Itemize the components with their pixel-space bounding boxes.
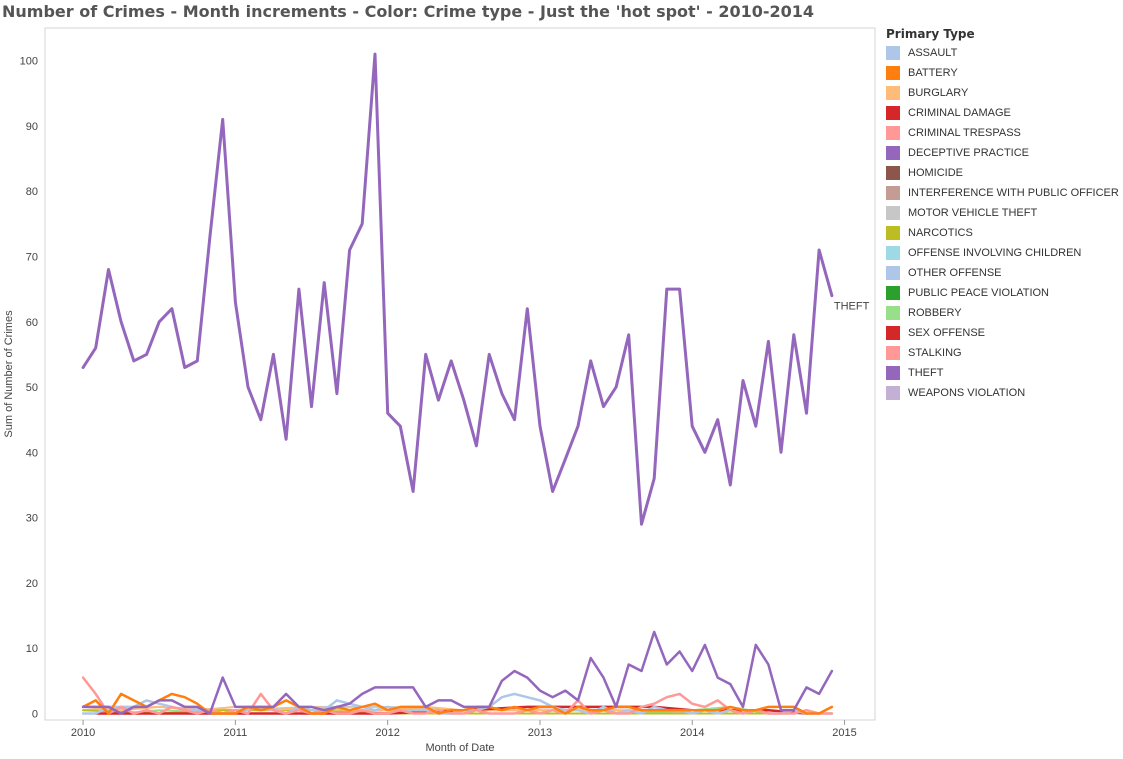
legend-swatch xyxy=(886,66,900,80)
legend-label: BATTERY xyxy=(908,67,958,79)
legend-label: HOMICIDE xyxy=(908,167,963,179)
y-tick-label: 20 xyxy=(26,578,38,590)
legend-swatch xyxy=(886,206,900,220)
legend-label: CRIMINAL TRESPASS xyxy=(908,127,1021,139)
y-axis: 0 10 20 30 40 50 60 70 80 90 100 xyxy=(20,56,38,721)
y-tick-label: 10 xyxy=(26,643,38,655)
legend-item[interactable]: CRIMINAL DAMAGE xyxy=(886,103,1122,123)
series-line-theft[interactable] xyxy=(81,52,834,526)
legend-item[interactable]: WEAPONS VIOLATION xyxy=(886,383,1122,403)
legend-title: Primary Type xyxy=(886,27,975,41)
legend-swatch xyxy=(886,286,900,300)
x-tick-label: 2012 xyxy=(375,727,399,739)
legend-item[interactable]: NARCOTICS xyxy=(886,223,1122,243)
legend: Primary Type ASSAULT BATTERY BURGLARY CRIMI… xyxy=(886,27,1122,403)
legend-label: PUBLIC PEACE VIOLATION xyxy=(908,287,1050,299)
legend-swatch xyxy=(886,346,900,360)
x-tick-label: 2011 xyxy=(224,727,248,739)
legend-item[interactable]: STALKING xyxy=(886,343,1122,363)
legend-swatch xyxy=(886,386,900,400)
y-tick-label: 100 xyxy=(20,56,38,68)
y-tick-label: 30 xyxy=(26,513,38,525)
y-tick-label: 80 xyxy=(26,186,38,198)
legend-swatch xyxy=(886,326,900,340)
y-tick-label: 50 xyxy=(26,382,38,394)
legend-item[interactable]: DECEPTIVE PRACTICE xyxy=(886,143,1122,163)
legend-label: INTERFERENCE WITH PUBLIC OFFICER xyxy=(908,187,1119,199)
legend-label: NARCOTICS xyxy=(908,227,973,239)
theft-end-label: THEFT xyxy=(834,301,870,313)
legend-swatch xyxy=(886,266,900,280)
legend-swatch xyxy=(886,86,900,100)
y-tick-label: 40 xyxy=(26,447,38,459)
series-line-deceptive-practice[interactable] xyxy=(81,630,834,715)
legend-label: BURGLARY xyxy=(908,87,969,99)
legend-swatch xyxy=(886,366,900,380)
legend-label: SEX OFFENSE xyxy=(908,327,986,339)
legend-item[interactable]: ROBBERY xyxy=(886,303,1122,323)
legend-label: OFFENSE INVOLVING CHILDREN xyxy=(908,247,1082,259)
legend-label: OTHER OFFENSE xyxy=(908,267,1002,279)
y-tick-label: 60 xyxy=(26,317,38,329)
legend-item[interactable]: HOMICIDE xyxy=(886,163,1122,183)
legend-items: ASSAULT BATTERY BURGLARY CRIMINAL DAMAGE CRI… xyxy=(886,43,1122,403)
legend-item[interactable]: ASSAULT xyxy=(886,43,1122,63)
legend-swatch xyxy=(886,46,900,60)
legend-item[interactable]: MOTOR VEHICLE THEFT xyxy=(886,203,1122,223)
legend-item[interactable]: PUBLIC PEACE VIOLATION xyxy=(886,283,1122,303)
legend-swatch xyxy=(886,166,900,180)
legend-label: DECEPTIVE PRACTICE xyxy=(908,147,1030,159)
x-tick-label: 2013 xyxy=(528,727,552,739)
legend-label: STALKING xyxy=(908,347,962,359)
legend-label: THEFT xyxy=(908,367,944,379)
x-tick-label: 2015 xyxy=(832,727,856,739)
legend-swatch xyxy=(886,146,900,160)
legend-item[interactable]: THEFT xyxy=(886,363,1122,383)
legend-label: WEAPONS VIOLATION xyxy=(908,387,1026,399)
legend-item[interactable]: BURGLARY xyxy=(886,83,1122,103)
y-tick-label: 0 xyxy=(32,708,38,720)
legend-swatch xyxy=(886,186,900,200)
y-axis-title: Sum of Number of Crimes xyxy=(3,310,15,438)
legend-item[interactable]: SEX OFFENSE xyxy=(886,323,1122,343)
legend-label: CRIMINAL DAMAGE xyxy=(908,107,1011,119)
legend-item[interactable]: OFFENSE INVOLVING CHILDREN xyxy=(886,243,1122,263)
legend-item[interactable]: CRIMINAL TRESPASS xyxy=(886,123,1122,143)
legend-label: ROBBERY xyxy=(908,307,962,319)
legend-item[interactable]: BATTERY xyxy=(886,63,1122,83)
series-layer xyxy=(81,52,834,715)
x-tick-label: 2010 xyxy=(71,727,95,739)
y-tick-label: 90 xyxy=(26,121,38,133)
plot-area-frame xyxy=(44,27,876,721)
legend-item[interactable]: INTERFERENCE WITH PUBLIC OFFICER xyxy=(886,183,1122,203)
chart-title: Number of Crimes - Month increments - Co… xyxy=(2,2,815,21)
legend-item[interactable]: OTHER OFFENSE xyxy=(886,263,1122,283)
y-tick-label: 70 xyxy=(26,251,38,263)
x-axis-title: Month of Date xyxy=(425,742,494,754)
legend-swatch xyxy=(886,246,900,260)
legend-swatch xyxy=(886,226,900,240)
legend-label: MOTOR VEHICLE THEFT xyxy=(908,207,1038,219)
legend-swatch xyxy=(886,126,900,140)
x-tick-label: 2014 xyxy=(680,727,704,739)
legend-label: ASSAULT xyxy=(908,47,958,59)
legend-swatch xyxy=(886,106,900,120)
x-axis: 2010 2011 2012 2013 2014 2015 xyxy=(71,720,857,739)
line-chart: Sum of Number of Crimes Month of Date 0 1… xyxy=(3,27,876,754)
legend-swatch xyxy=(886,306,900,320)
